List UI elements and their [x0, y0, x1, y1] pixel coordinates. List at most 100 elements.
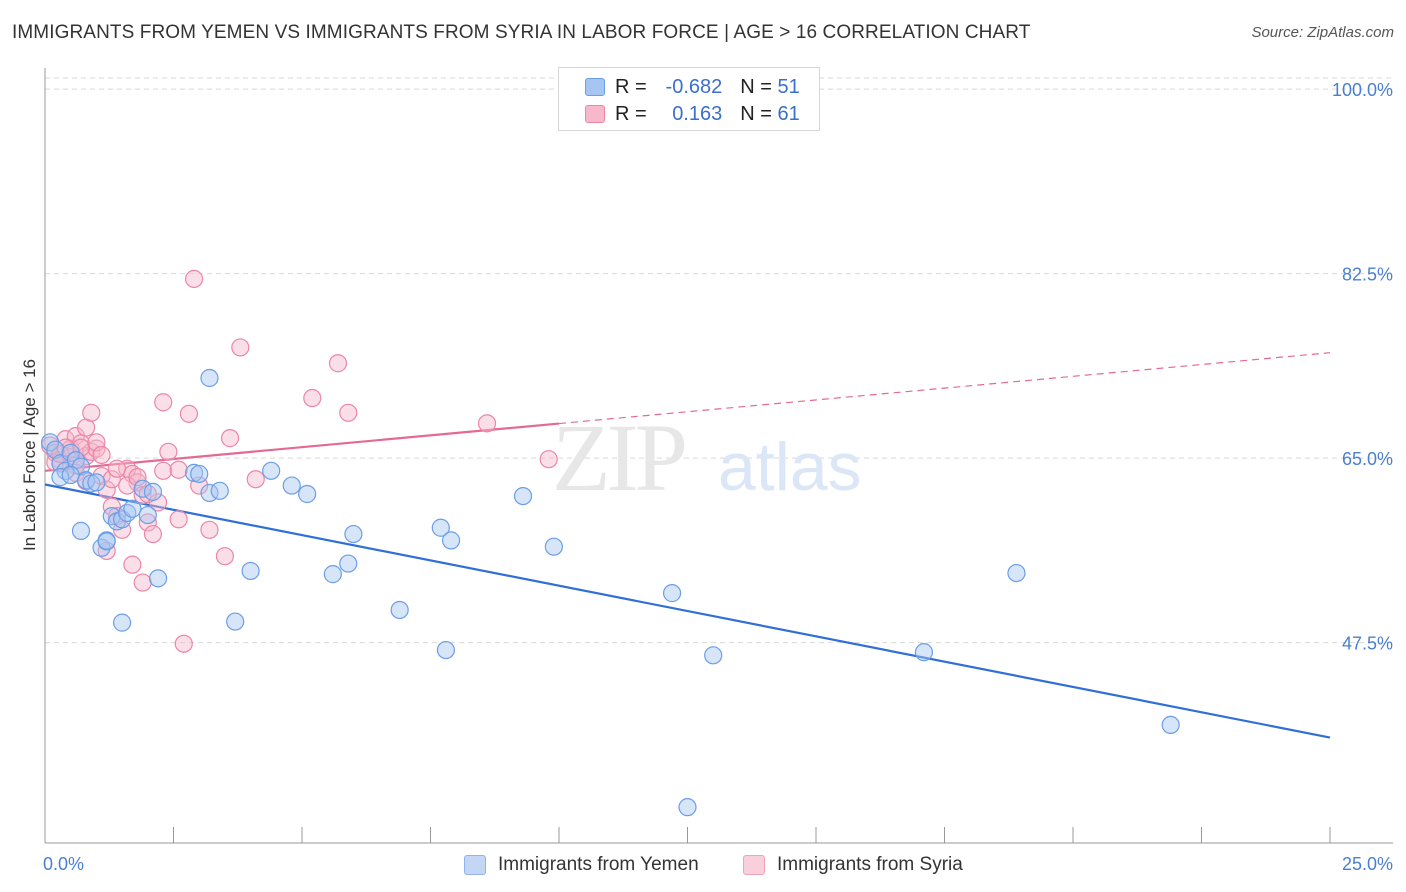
- point-syria: [215, 547, 234, 566]
- point-syria: [107, 507, 127, 526]
- point-syria: [102, 470, 121, 489]
- point-syria: [220, 429, 240, 448]
- point-syria: [123, 555, 142, 574]
- point-syria: [97, 541, 116, 561]
- point-syria: [200, 520, 219, 539]
- trend-line-syria-extrapolated: [558, 352, 1331, 425]
- trend-line-yemen: [44, 483, 1331, 739]
- point-yemen: [704, 646, 723, 665]
- point-yemen: [298, 484, 317, 504]
- point-syria: [154, 393, 173, 412]
- bottom-legend-label-yemen: Immigrants from Yemen: [498, 854, 699, 875]
- tick-labels: 100.0% 82.5% 65.0% 47.5% 0.0% 25.0%: [43, 80, 1393, 874]
- point-yemen: [436, 640, 456, 660]
- chart-title: IMMIGRANTS FROM YEMEN VS IMMIGRANTS FROM…: [12, 22, 1031, 43]
- point-yemen: [190, 464, 209, 484]
- point-yemen: [200, 368, 219, 388]
- point-yemen: [262, 461, 281, 480]
- point-yemen: [914, 643, 934, 662]
- point-yemen: [544, 537, 563, 556]
- bottom-legend-syria: Immigrants from Syria: [743, 851, 963, 879]
- point-syria: [231, 338, 250, 357]
- series-syria-points: [41, 269, 558, 653]
- bottom-legend-swatch-syria: [743, 855, 765, 875]
- point-syria: [82, 442, 101, 461]
- point-yemen: [87, 473, 106, 492]
- legend-r-value: 0.163: [672, 102, 723, 125]
- legend-n-value: 61: [777, 102, 800, 125]
- trend-lines: [44, 352, 1331, 739]
- point-syria: [184, 269, 204, 288]
- y-tick-label: 65.0%: [1342, 449, 1393, 469]
- y-tick-label: 100.0%: [1332, 80, 1393, 100]
- point-syria: [133, 573, 152, 592]
- legend-n-label: N =: [740, 102, 772, 125]
- point-yemen: [678, 798, 697, 817]
- point-syria: [82, 403, 101, 422]
- point-yemen: [148, 569, 168, 588]
- bottom-legend-label-syria: Immigrants from Syria: [777, 854, 963, 875]
- bottom-legend-yemen: Immigrants from Yemen: [464, 851, 699, 879]
- point-syria: [154, 461, 173, 480]
- point-yemen: [344, 524, 363, 544]
- point-syria: [303, 388, 322, 408]
- point-yemen: [241, 561, 260, 581]
- point-yemen: [112, 613, 132, 632]
- point-yemen: [133, 479, 152, 498]
- legend-row-yemen: R = -0.682 N = 51: [585, 75, 800, 99]
- point-yemen: [513, 486, 533, 506]
- point-yemen: [61, 465, 80, 485]
- correlation-legend: R = -0.682 N = 51 R = 0.163 N = 61: [558, 67, 820, 131]
- bottom-legend-swatch-yemen: [464, 855, 486, 875]
- point-yemen: [123, 499, 142, 518]
- watermark-atlas: atlas: [718, 429, 862, 505]
- legend-r-label: R =: [615, 75, 647, 98]
- point-syria: [246, 470, 265, 489]
- point-syria: [539, 450, 558, 469]
- series-yemen-points: [41, 368, 1180, 817]
- legend-r-value: -0.682: [665, 75, 723, 98]
- point-yemen: [71, 521, 91, 540]
- point-yemen: [390, 600, 409, 620]
- point-syria: [174, 634, 193, 653]
- point-yemen: [210, 481, 229, 500]
- grid-lines: [45, 77, 1393, 644]
- axes: [44, 68, 1393, 844]
- point-yemen: [226, 612, 245, 631]
- point-syria: [169, 460, 188, 479]
- point-yemen: [138, 505, 157, 525]
- point-syria: [159, 442, 178, 461]
- point-syria: [97, 480, 116, 499]
- x-tick-label: 0.0%: [43, 854, 84, 874]
- point-syria: [143, 524, 163, 544]
- point-yemen: [97, 532, 116, 551]
- point-syria: [107, 459, 127, 478]
- legend-swatch-syria: [585, 105, 605, 123]
- trend-line-syria: [44, 422, 560, 472]
- point-syria: [328, 354, 348, 373]
- point-syria: [339, 403, 358, 422]
- legend-n-value: 51: [777, 75, 800, 98]
- legend-n-label: N =: [740, 75, 772, 98]
- watermark-zip: ZIP: [552, 404, 685, 511]
- point-syria: [92, 445, 111, 465]
- y-tick-label: 47.5%: [1342, 634, 1393, 654]
- point-yemen: [431, 518, 450, 537]
- point-yemen: [143, 482, 163, 501]
- legend-r-label: R =: [615, 102, 647, 125]
- point-yemen: [339, 554, 358, 573]
- source-credit: Source: ZipAtlas.com: [1251, 24, 1394, 41]
- point-yemen: [102, 507, 121, 526]
- point-syria: [169, 510, 188, 529]
- y-tick-label: 82.5%: [1342, 265, 1393, 285]
- point-yemen: [323, 565, 342, 584]
- point-syria: [138, 513, 157, 532]
- legend-row-syria: R = 0.163 N = 61: [585, 102, 800, 126]
- point-syria: [179, 404, 199, 423]
- x-tick-label: 25.0%: [1342, 854, 1393, 874]
- legend-swatch-yemen: [585, 78, 605, 96]
- point-yemen: [46, 440, 65, 459]
- point-yemen: [282, 476, 301, 495]
- point-yemen: [662, 584, 682, 603]
